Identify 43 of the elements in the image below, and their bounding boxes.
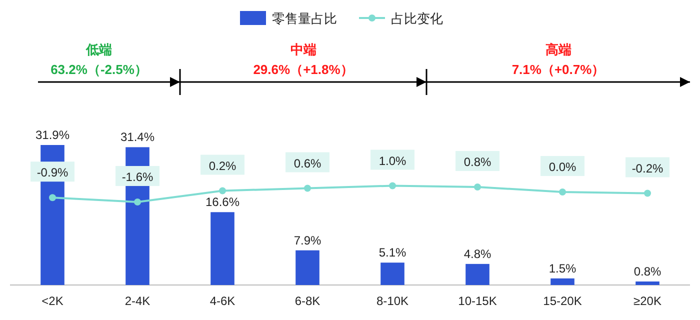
data-label: 1.5% bbox=[548, 261, 576, 276]
point bbox=[304, 184, 311, 192]
point bbox=[559, 188, 566, 196]
x-tick-label: 4-6K bbox=[210, 294, 236, 308]
bar bbox=[380, 262, 404, 285]
point bbox=[134, 198, 141, 206]
data-label: -0.9% bbox=[36, 166, 68, 180]
data-label: 1.0% bbox=[378, 154, 406, 168]
legend-label: 零售量占比 bbox=[272, 11, 337, 26]
x-tick-label: 15-20K bbox=[543, 294, 582, 308]
bar bbox=[550, 278, 574, 285]
data-label: 31.4% bbox=[120, 130, 155, 144]
x-tick-label: 2-4K bbox=[124, 294, 150, 308]
data-label: 5.1% bbox=[378, 246, 406, 260]
data-label: 0.0% bbox=[548, 160, 576, 174]
x-tick-label: ≥20K bbox=[634, 294, 662, 308]
bar bbox=[296, 250, 320, 285]
x-tick-label: 10-15K bbox=[458, 294, 497, 308]
data-label: -1.6% bbox=[122, 170, 154, 184]
text: 低端 63.2%（-2.5%） bbox=[50, 42, 148, 77]
data-label: -0.2% bbox=[632, 161, 664, 176]
point bbox=[644, 190, 651, 197]
data-label: 0.8% bbox=[634, 264, 662, 278]
data-label: 7.9% bbox=[294, 233, 322, 248]
point bbox=[474, 184, 481, 190]
x-tick-label: <2K bbox=[42, 294, 64, 308]
point bbox=[219, 187, 226, 194]
text: 中端 29.6%（+1.8%） bbox=[253, 42, 354, 77]
data-label: 16.6% bbox=[205, 195, 240, 210]
data-label: 31.9% bbox=[35, 128, 70, 142]
legend-label: 占比变化 bbox=[391, 11, 443, 26]
bar bbox=[636, 281, 660, 285]
text: 高端 7.1%（+0.7%） bbox=[512, 42, 605, 77]
data-label: 4.8% bbox=[464, 246, 492, 261]
bar bbox=[210, 212, 234, 285]
point bbox=[49, 194, 56, 202]
point bbox=[389, 182, 396, 190]
data-label: 0.8% bbox=[464, 155, 492, 169]
x-tick-label: 6-8K bbox=[294, 294, 320, 308]
bar bbox=[466, 264, 490, 285]
data-label: 0.6% bbox=[294, 156, 322, 170]
data-label: 0.2% bbox=[208, 158, 236, 173]
x-tick-label: 8-10K bbox=[376, 294, 409, 308]
